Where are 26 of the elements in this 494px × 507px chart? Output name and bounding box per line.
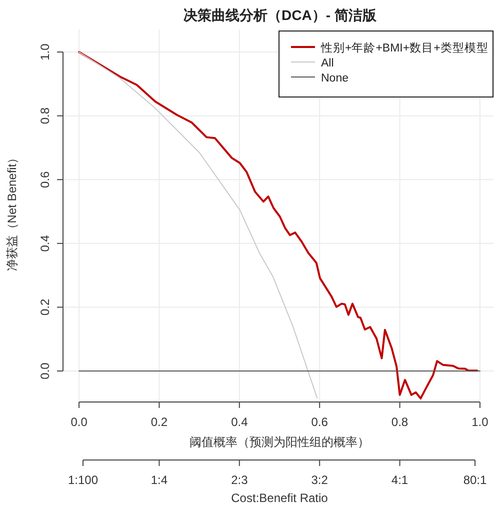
y-tick-label: 0.8 [38,107,52,124]
x-axis-title: 阈值概率（预测为阳性组的概率） [190,435,370,449]
legend-label: None [321,72,348,84]
x-tick-label: 0.2 [150,415,168,429]
y-tick-label: 1.0 [38,43,52,60]
y-tick-label: 0.6 [38,170,52,188]
text: 2:3 [231,473,248,487]
line-series [78,52,318,399]
x2-axis-title: Cost:Benefit Ratio [231,491,328,505]
text: 4:1 [391,473,408,487]
x-tick-label: 0.6 [311,415,328,429]
text: 80:1 [463,473,488,487]
text: 3:2 [311,473,328,487]
y-tick-label: 0.2 [38,298,52,316]
x-tick-label: 0.8 [391,415,408,429]
legend-label: All [321,58,334,70]
text: 1:100 [68,473,98,487]
chart-title: 决策曲线分析（DCA）- 简洁版 [184,7,378,23]
text: 1:4 [150,473,168,487]
y-axis-title: 净获益（Net Benefit） [5,152,19,272]
y-tick-label: 0.4 [38,234,52,252]
y-tick-label: 0.0 [38,362,52,380]
x-tick-label: 0.4 [231,415,248,429]
x-tick-label: 1.0 [472,415,489,429]
x-tick-label: 0.0 [70,415,88,429]
legend-label: 性别+年龄+BMI+数目+类型模型 [320,42,488,54]
